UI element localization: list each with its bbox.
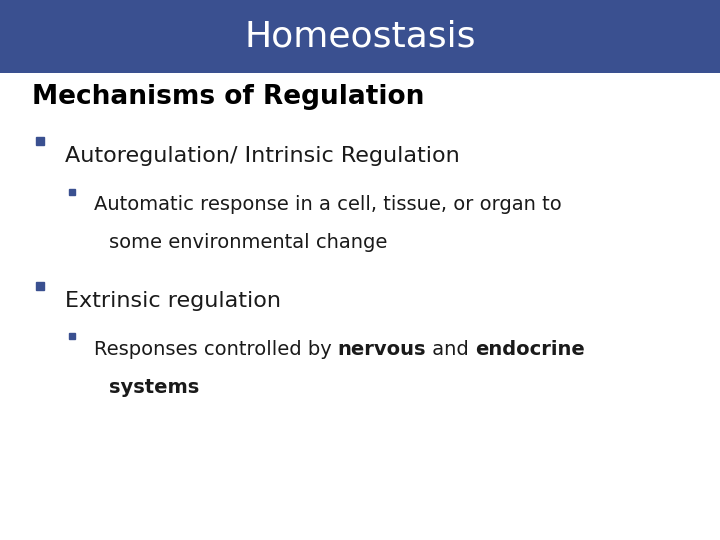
Text: Homeostasis: Homeostasis bbox=[244, 19, 476, 53]
Text: endocrine: endocrine bbox=[475, 340, 585, 359]
Text: Extrinsic regulation: Extrinsic regulation bbox=[65, 291, 281, 310]
Text: Autoregulation/ Intrinsic Regulation: Autoregulation/ Intrinsic Regulation bbox=[65, 146, 459, 166]
Text: and: and bbox=[426, 340, 475, 359]
Text: Automatic response in a cell, tissue, or organ to: Automatic response in a cell, tissue, or… bbox=[94, 195, 562, 214]
Text: nervous: nervous bbox=[338, 340, 426, 359]
Text: some environmental change: some environmental change bbox=[109, 233, 388, 252]
Text: Responses controlled by: Responses controlled by bbox=[94, 340, 338, 359]
Text: Mechanisms of Regulation: Mechanisms of Regulation bbox=[32, 84, 425, 110]
Text: systems: systems bbox=[109, 378, 199, 397]
Bar bbox=[0, 0, 720, 73]
